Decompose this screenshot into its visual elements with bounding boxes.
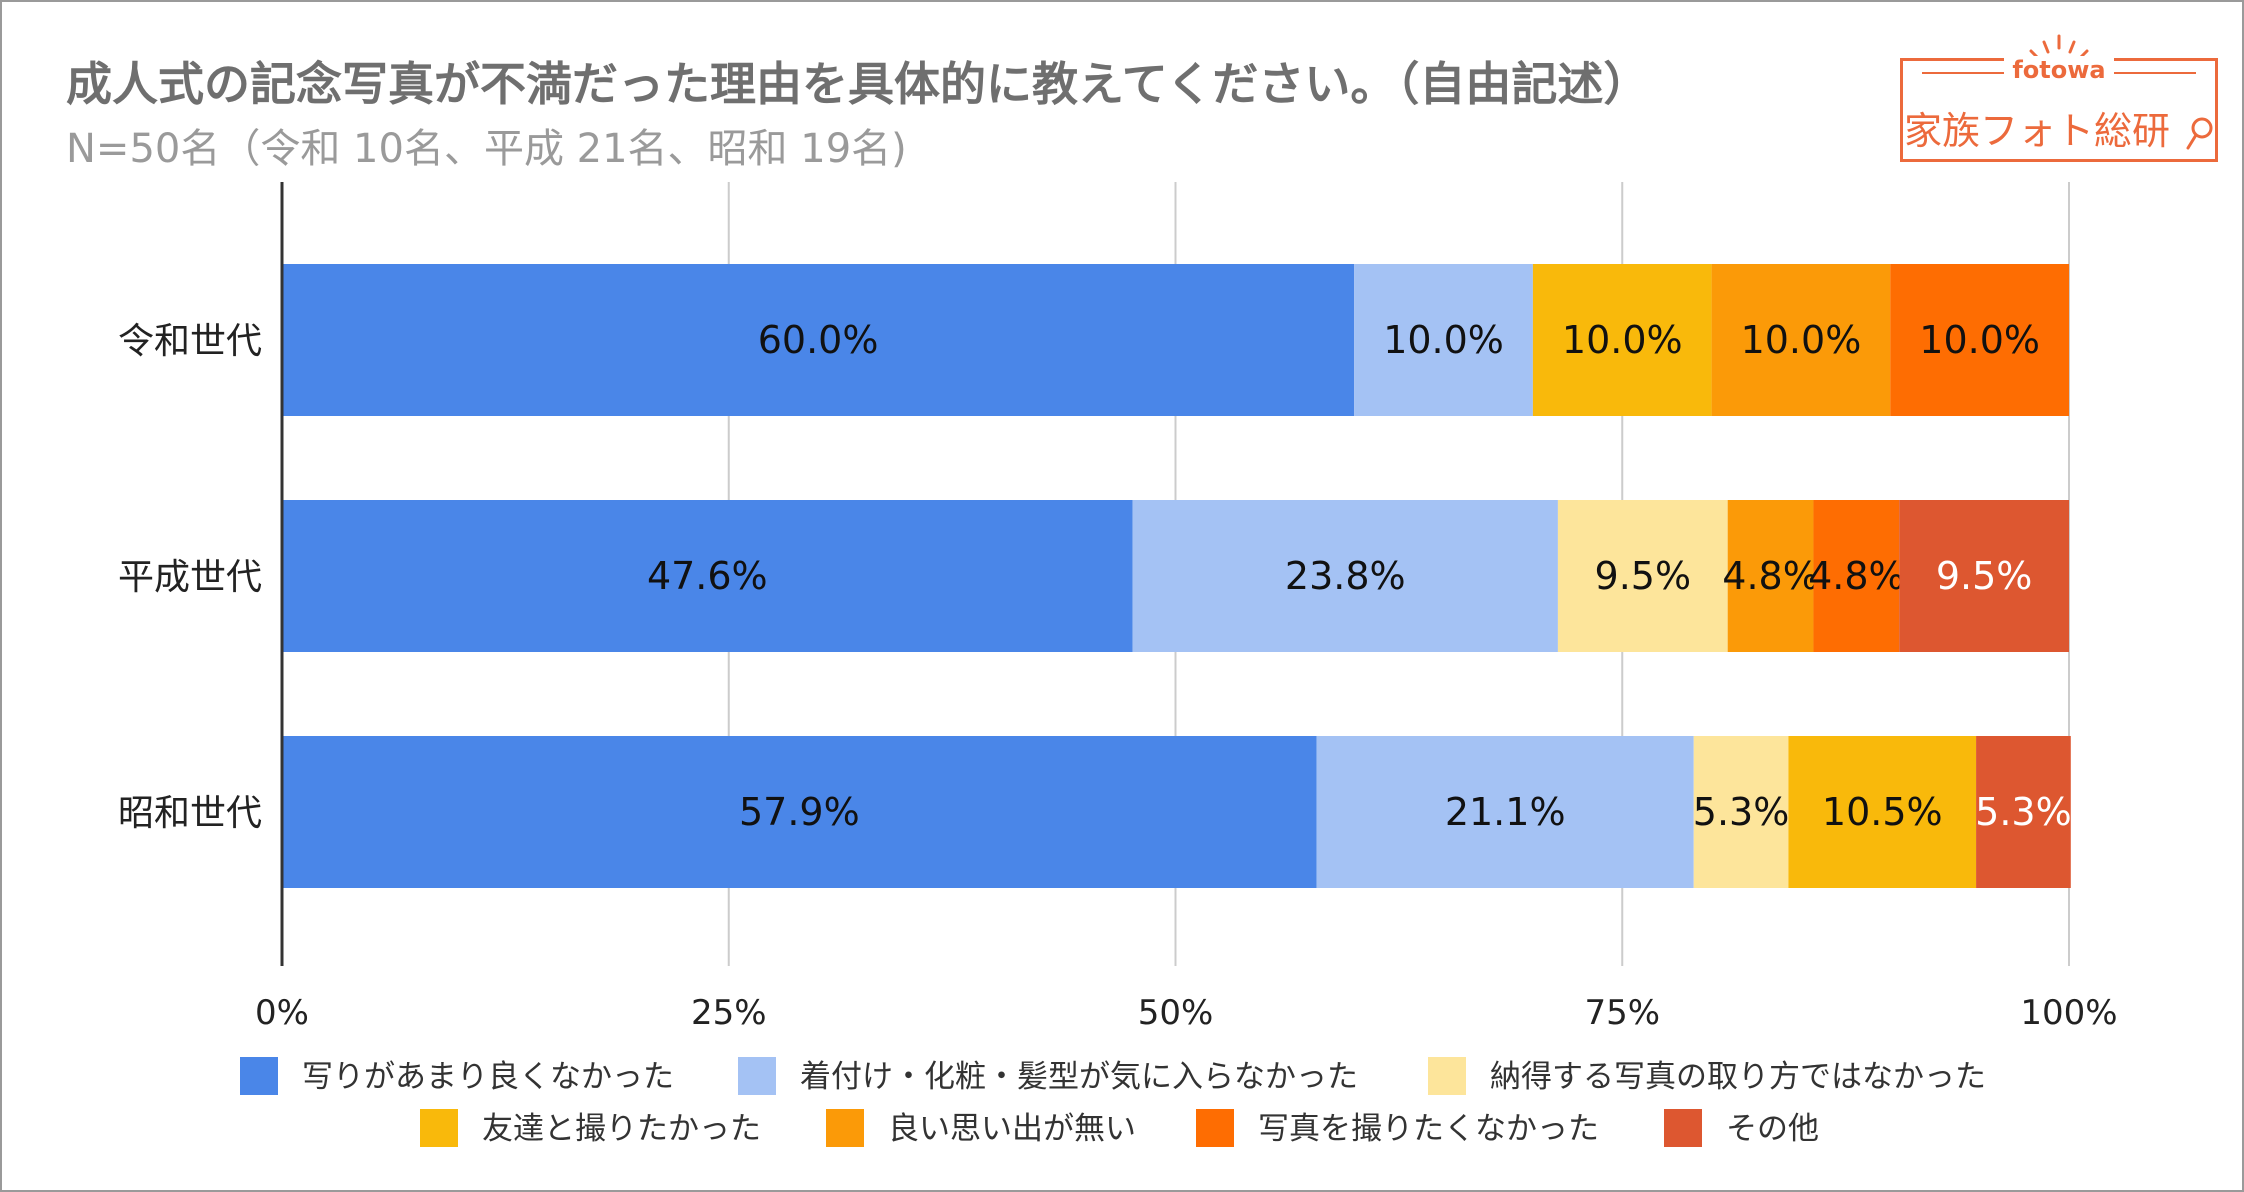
data-label: 47.6% [647,554,768,598]
category-label: 令和世代 [118,321,262,362]
bar-segment [1788,736,1977,888]
legend-label: 写真を撮りたくなかった [1258,1111,1599,1147]
logo-wordmark: fotowa [1900,56,2218,84]
data-label: 10.5% [1822,790,1943,834]
category-label: 昭和世代 [118,793,262,834]
legend-swatch [1196,1109,1234,1147]
logo-divider [1922,72,2004,74]
logo-divider [2114,72,2196,74]
legend-swatch [420,1109,458,1147]
bar-segment [282,736,1317,888]
bar-segment [1557,500,1728,652]
x-tick-label: 50% [1138,993,1214,1033]
x-tick-label: 0% [255,993,309,1033]
legend-label: 良い思い出が無い [888,1111,1136,1147]
data-label: 5.3% [1693,790,1790,834]
bar-segment [282,264,1355,416]
bar-segment [1532,264,1712,416]
data-label: 10.0% [1383,318,1504,362]
data-label: 10.0% [1562,318,1683,362]
bar-segment [1711,264,1891,416]
data-label: 21.1% [1445,790,1566,834]
bar-segment [1316,736,1694,888]
x-tick-label: 75% [1584,993,1660,1033]
bar-segment [1899,500,2069,652]
bar-segment [1354,264,1533,416]
data-label: 9.5% [1595,554,1692,598]
legend: 写りがあまり良くなかった 着付け・化粧・髪型が気に入らなかった 納得する写真の取り方… [240,1057,1986,1147]
logo-brand-text: 家族フォト総研 [1900,100,2218,155]
data-label: 9.5% [1936,554,2033,598]
legend-swatch [240,1057,278,1095]
legend-label: その他 [1726,1111,1819,1147]
bar-segment [1890,264,2069,416]
data-label: 4.8% [1808,554,1905,598]
data-label: 57.9% [739,790,860,834]
bars: 60.0% 10.0% 10.0% 10.0% 10.0% 47.6% 23.8% 9.5% 4… [282,264,2072,888]
data-label: 5.3% [1975,790,2072,834]
bar-segment [282,500,1133,652]
category-label: 平成世代 [118,557,262,598]
magnifier-icon [2186,117,2213,149]
bar-segment [1132,500,1558,652]
data-label: 23.8% [1285,554,1406,598]
chart-title: 成人式の記念写真が不満だった理由を具体的に教えてください。（自由記述） [66,57,1650,111]
data-label: 4.8% [1722,554,1819,598]
legend-label: 写りがあまり良くなかった [302,1059,674,1095]
legend-label: 着付け・化粧・髪型が気に入らなかった [800,1059,1358,1095]
bar-segment [1813,500,1900,652]
bar-segment [1727,500,1814,652]
data-label: 10.0% [1741,318,1862,362]
data-label: 60.0% [758,318,879,362]
x-tick-label: 25% [691,993,767,1033]
fotowa-logo: fotowa 家族フォト総研 [1900,22,2222,166]
bar-segment [1976,736,2071,888]
legend-swatch [738,1057,776,1095]
bar-segment [1693,736,1789,888]
legend-swatch [1428,1057,1466,1095]
legend-swatch [1664,1109,1702,1147]
legend-label: 友達と撮りたかった [482,1111,761,1147]
data-label: 10.0% [1919,318,2040,362]
chart-subtitle: N=50名（令和 10名、平成 21名、昭和 19名) [66,126,907,172]
x-tick-label: 100% [2020,993,2117,1033]
legend-swatch [826,1109,864,1147]
legend-label: 納得する写真の取り方ではなかった [1490,1059,1986,1095]
